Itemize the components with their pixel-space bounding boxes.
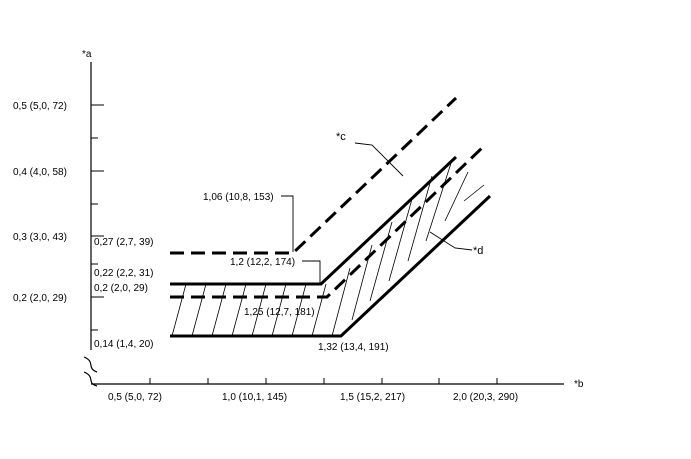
lower-dashed-limit-line bbox=[170, 144, 486, 299]
y-tick-label: 0,2 (2,0, 29) bbox=[13, 293, 67, 304]
annotation-0-2: 0,2 (2,0, 29) bbox=[94, 283, 148, 294]
leader-d bbox=[429, 231, 473, 251]
y-ticks bbox=[91, 104, 104, 331]
upper-solid-limit-line bbox=[170, 155, 458, 286]
annotation-0-27: 0,27 (2,7, 39) bbox=[94, 237, 153, 248]
x-tick-label: 1,5 (15,2, 217) bbox=[340, 392, 405, 403]
callout-c: *c bbox=[336, 131, 346, 143]
x-tick-label: 2,0 (20,3, 290) bbox=[453, 392, 518, 403]
x-tick-label: 1,0 (10,1, 145) bbox=[222, 392, 287, 403]
annotation-1-2: 1,2 (12,2, 174) bbox=[230, 257, 295, 268]
axis-break-symbol bbox=[83, 356, 98, 387]
callout-d: *d bbox=[473, 245, 483, 257]
annotation-1-06: 1,06 (10,8, 153) bbox=[203, 192, 274, 203]
hatch-region bbox=[171, 159, 485, 337]
x-axis-label: *b bbox=[574, 379, 584, 390]
x-ticks bbox=[149, 378, 498, 384]
x-tick-label: 0,5 (5,0, 72) bbox=[108, 392, 162, 403]
y-tick-label: 0,5 (5,0, 72) bbox=[13, 101, 67, 112]
upper-dashed-limit-line bbox=[170, 96, 458, 255]
annotation-0-22: 0,22 (2,2, 31) bbox=[94, 268, 153, 279]
y-tick-label: 0,3 (3,0, 43) bbox=[13, 232, 67, 243]
leader-1-2 bbox=[302, 260, 321, 283]
leader-c bbox=[354, 142, 404, 177]
annotation-1-25: 1,25 (12,7, 181) bbox=[244, 307, 315, 318]
annotation-0-14: 0,14 (1,4, 20) bbox=[94, 339, 153, 350]
y-axis-label: *a bbox=[82, 49, 92, 60]
y-tick-label: 0,4 (4,0, 58) bbox=[13, 167, 67, 178]
leader-1-06 bbox=[281, 195, 294, 252]
lower-solid-limit-line bbox=[170, 194, 492, 338]
annotation-1-32: 1,32 (13,4, 191) bbox=[318, 342, 389, 353]
